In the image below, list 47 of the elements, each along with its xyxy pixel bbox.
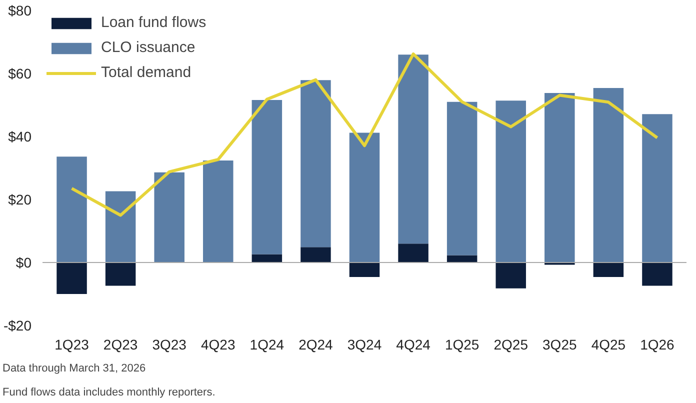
bar <box>56 262 87 294</box>
y-tick-label: $60 <box>8 66 32 82</box>
y-tick-label: $80 <box>8 2 32 18</box>
bar <box>252 100 282 254</box>
x-tick-label: 2Q25 <box>494 336 528 352</box>
y-tick-label: $20 <box>8 192 32 208</box>
text: Fund flows data includes monthly reporters. <box>2 386 216 398</box>
bar <box>203 160 234 262</box>
bar <box>496 262 526 288</box>
bar <box>593 88 624 262</box>
bar <box>544 93 575 262</box>
x-tick-label: 4Q25 <box>591 336 626 352</box>
x-tick-label: 1Q25 <box>444 336 480 352</box>
y-tick-label: $40 <box>8 128 32 144</box>
legend-label: Loan fund flows <box>101 14 206 31</box>
bar <box>154 172 184 262</box>
x-tick-label: 1Q24 <box>250 336 284 352</box>
text: Data through March 31, 2026 <box>2 362 146 374</box>
bar <box>496 100 526 262</box>
y-tick-label: $0 <box>16 254 32 270</box>
x-tick-label: 1Q26 <box>640 336 675 352</box>
x-tick-label: 1Q23 <box>54 336 90 352</box>
x-tick-label: 2Q23 <box>103 336 138 352</box>
bar <box>349 132 380 262</box>
x-tick-label: 4Q24 <box>396 336 431 352</box>
legend-label: CLO issuance <box>101 39 196 56</box>
bar <box>398 54 428 244</box>
bar <box>105 191 136 262</box>
x-tick-label: 3Q24 <box>347 336 382 352</box>
x-tick-label: 3Q25 <box>542 336 577 352</box>
y-tick-label: -$20 <box>3 318 32 334</box>
bar <box>642 262 672 286</box>
legend-label: Total demand <box>101 64 192 81</box>
bar <box>642 114 672 262</box>
bar <box>398 244 428 262</box>
bar <box>56 156 87 262</box>
bar <box>105 262 136 286</box>
bar <box>446 102 478 256</box>
x-tick-label: 3Q23 <box>152 336 187 352</box>
bar <box>300 80 331 248</box>
line-series <box>70 52 659 217</box>
bar <box>593 262 624 277</box>
bar <box>300 247 331 262</box>
bar <box>349 262 380 277</box>
bar <box>252 254 282 262</box>
x-tick-label: 2Q24 <box>298 336 334 352</box>
x-tick-label: 4Q23 <box>201 336 236 352</box>
